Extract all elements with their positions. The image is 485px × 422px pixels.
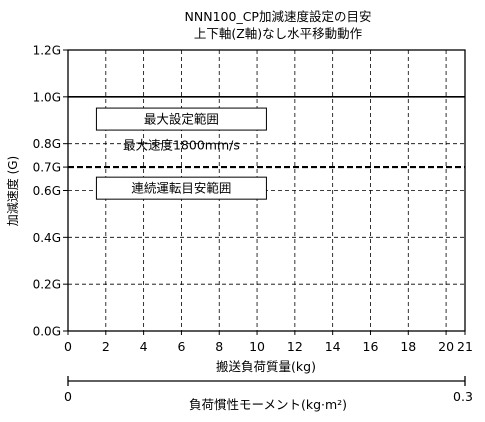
x-tick-label: 0: [64, 339, 72, 354]
y-tick-label: 0.2G: [33, 278, 61, 292]
x-tick-label: 20: [438, 339, 454, 354]
annotation-label: 最大設定範囲: [144, 112, 219, 127]
x-tick-label: 18: [400, 339, 416, 354]
y-tick-label: 1.0G: [33, 90, 61, 104]
x-tick-label: 6: [177, 339, 185, 354]
annotation-box: [95, 107, 267, 131]
x-tick-label: 16: [363, 339, 379, 354]
y-axis-ticks: 0.0G 0.2G 0.4G 0.6G 0.7G 0.8G 1.0G 1.2G: [33, 44, 68, 339]
y-tick-label: 0.4G: [33, 231, 61, 245]
title-line-2: 上下軸(Z軸)なし水平移動動作: [194, 26, 363, 41]
secondary-axis-min-label: 0: [64, 389, 72, 404]
x-tick-label: 10: [249, 339, 265, 354]
secondary-axis-max-label: 0.3: [453, 389, 473, 404]
x-axis-label: 搬送負荷質量(kg): [216, 359, 316, 374]
x-tick-label: 8: [215, 339, 223, 354]
x-tick-label: 21: [457, 339, 473, 354]
secondary-axis-label: 負荷慣性モーメント(kg·m²): [189, 397, 347, 412]
annotation-label: 連続運転目安範囲: [131, 181, 231, 196]
x-tick-label: 4: [140, 339, 148, 354]
x-tick-label: 12: [287, 339, 303, 354]
secondary-x-axis: 0 0.3 負荷慣性モーメント(kg·m²): [64, 376, 473, 412]
annotation-box: [95, 176, 267, 200]
chart-title: NNN100_CP加減速度設定の目安 上下軸(Z軸)なし水平移動動作: [185, 9, 372, 41]
x-tick-label: 2: [102, 339, 110, 354]
y-tick-label: 1.2G: [33, 44, 61, 58]
y-tick-label: 0.6G: [33, 184, 61, 198]
x-axis-ticks: 0 2 4 6 8 10 12 14 16 18 20 21: [64, 331, 473, 354]
y-tick-label: 0.8G: [33, 137, 61, 151]
y-tick-label: 0.7G: [33, 161, 61, 175]
title-line-1: NNN100_CP加減速度設定の目安: [185, 9, 372, 24]
series-lines: [68, 96, 465, 169]
y-axis-label: 加減速度 (G): [5, 156, 20, 226]
y-tick-label: 0.0G: [33, 325, 61, 339]
annotation-label: 最大速度1800mm/s: [123, 137, 240, 152]
x-tick-label: 14: [325, 339, 341, 354]
